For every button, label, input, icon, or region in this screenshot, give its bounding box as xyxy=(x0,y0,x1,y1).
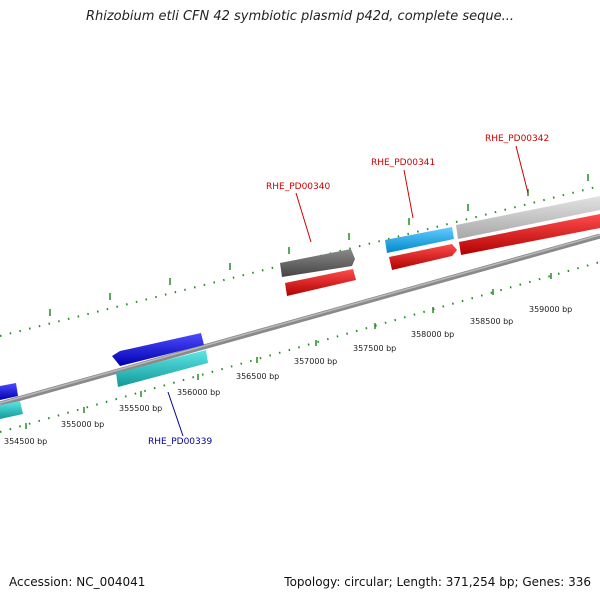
tick-label: 357000 bp xyxy=(294,357,337,366)
gene-label-340[interactable]: RHE_PD00340 xyxy=(266,182,330,192)
connector-340 xyxy=(295,192,312,243)
gene-feature-blue-left[interactable] xyxy=(0,383,18,400)
gene-feature-light-342[interactable] xyxy=(456,196,600,239)
backbone-highlight xyxy=(0,234,600,404)
tick-label: 356500 bp xyxy=(236,372,279,381)
gene-feature-sky-341[interactable] xyxy=(385,227,454,253)
gene-label-341[interactable]: RHE_PD00341 xyxy=(371,158,435,168)
connector-342 xyxy=(515,145,529,194)
tick-label: 358000 bp xyxy=(411,330,454,339)
gene-label-339[interactable]: RHE_PD00339 xyxy=(148,437,212,447)
map-title: Rhizobium etli CFN 42 symbiotic plasmid … xyxy=(85,9,515,24)
gene-feature-cyan[interactable] xyxy=(116,350,208,387)
tick-label: 359000 bp xyxy=(529,305,572,314)
gene-feature-red-340[interactable] xyxy=(285,269,356,296)
tick-label: 355500 bp xyxy=(119,404,162,413)
upper-major-ticks xyxy=(49,174,589,316)
gene-feature-gray-340[interactable] xyxy=(280,249,355,277)
gene-label-342[interactable]: RHE_PD00342 xyxy=(485,134,549,144)
tick-label: 355000 bp xyxy=(61,420,104,429)
gene-feature-blue[interactable] xyxy=(112,333,204,366)
tick-label: 357500 bp xyxy=(353,344,396,353)
gene-feature-cyan-left[interactable] xyxy=(0,401,23,419)
gene-feature-red-342[interactable] xyxy=(459,214,600,255)
accession-label: Accession: NC_004041 xyxy=(9,575,146,589)
connector-341 xyxy=(403,169,414,219)
tick-label: 358500 bp xyxy=(470,317,513,326)
tick-label: 354500 bp xyxy=(4,437,47,446)
connector-339 xyxy=(167,391,184,437)
plasmid-backbone xyxy=(0,233,600,407)
summary-label: Topology: circular; Length: 371,254 bp; … xyxy=(284,575,591,589)
tick-label: 356000 bp xyxy=(177,388,220,397)
lower-major-ticks xyxy=(25,273,552,429)
gene-feature-red-341[interactable] xyxy=(389,244,457,270)
